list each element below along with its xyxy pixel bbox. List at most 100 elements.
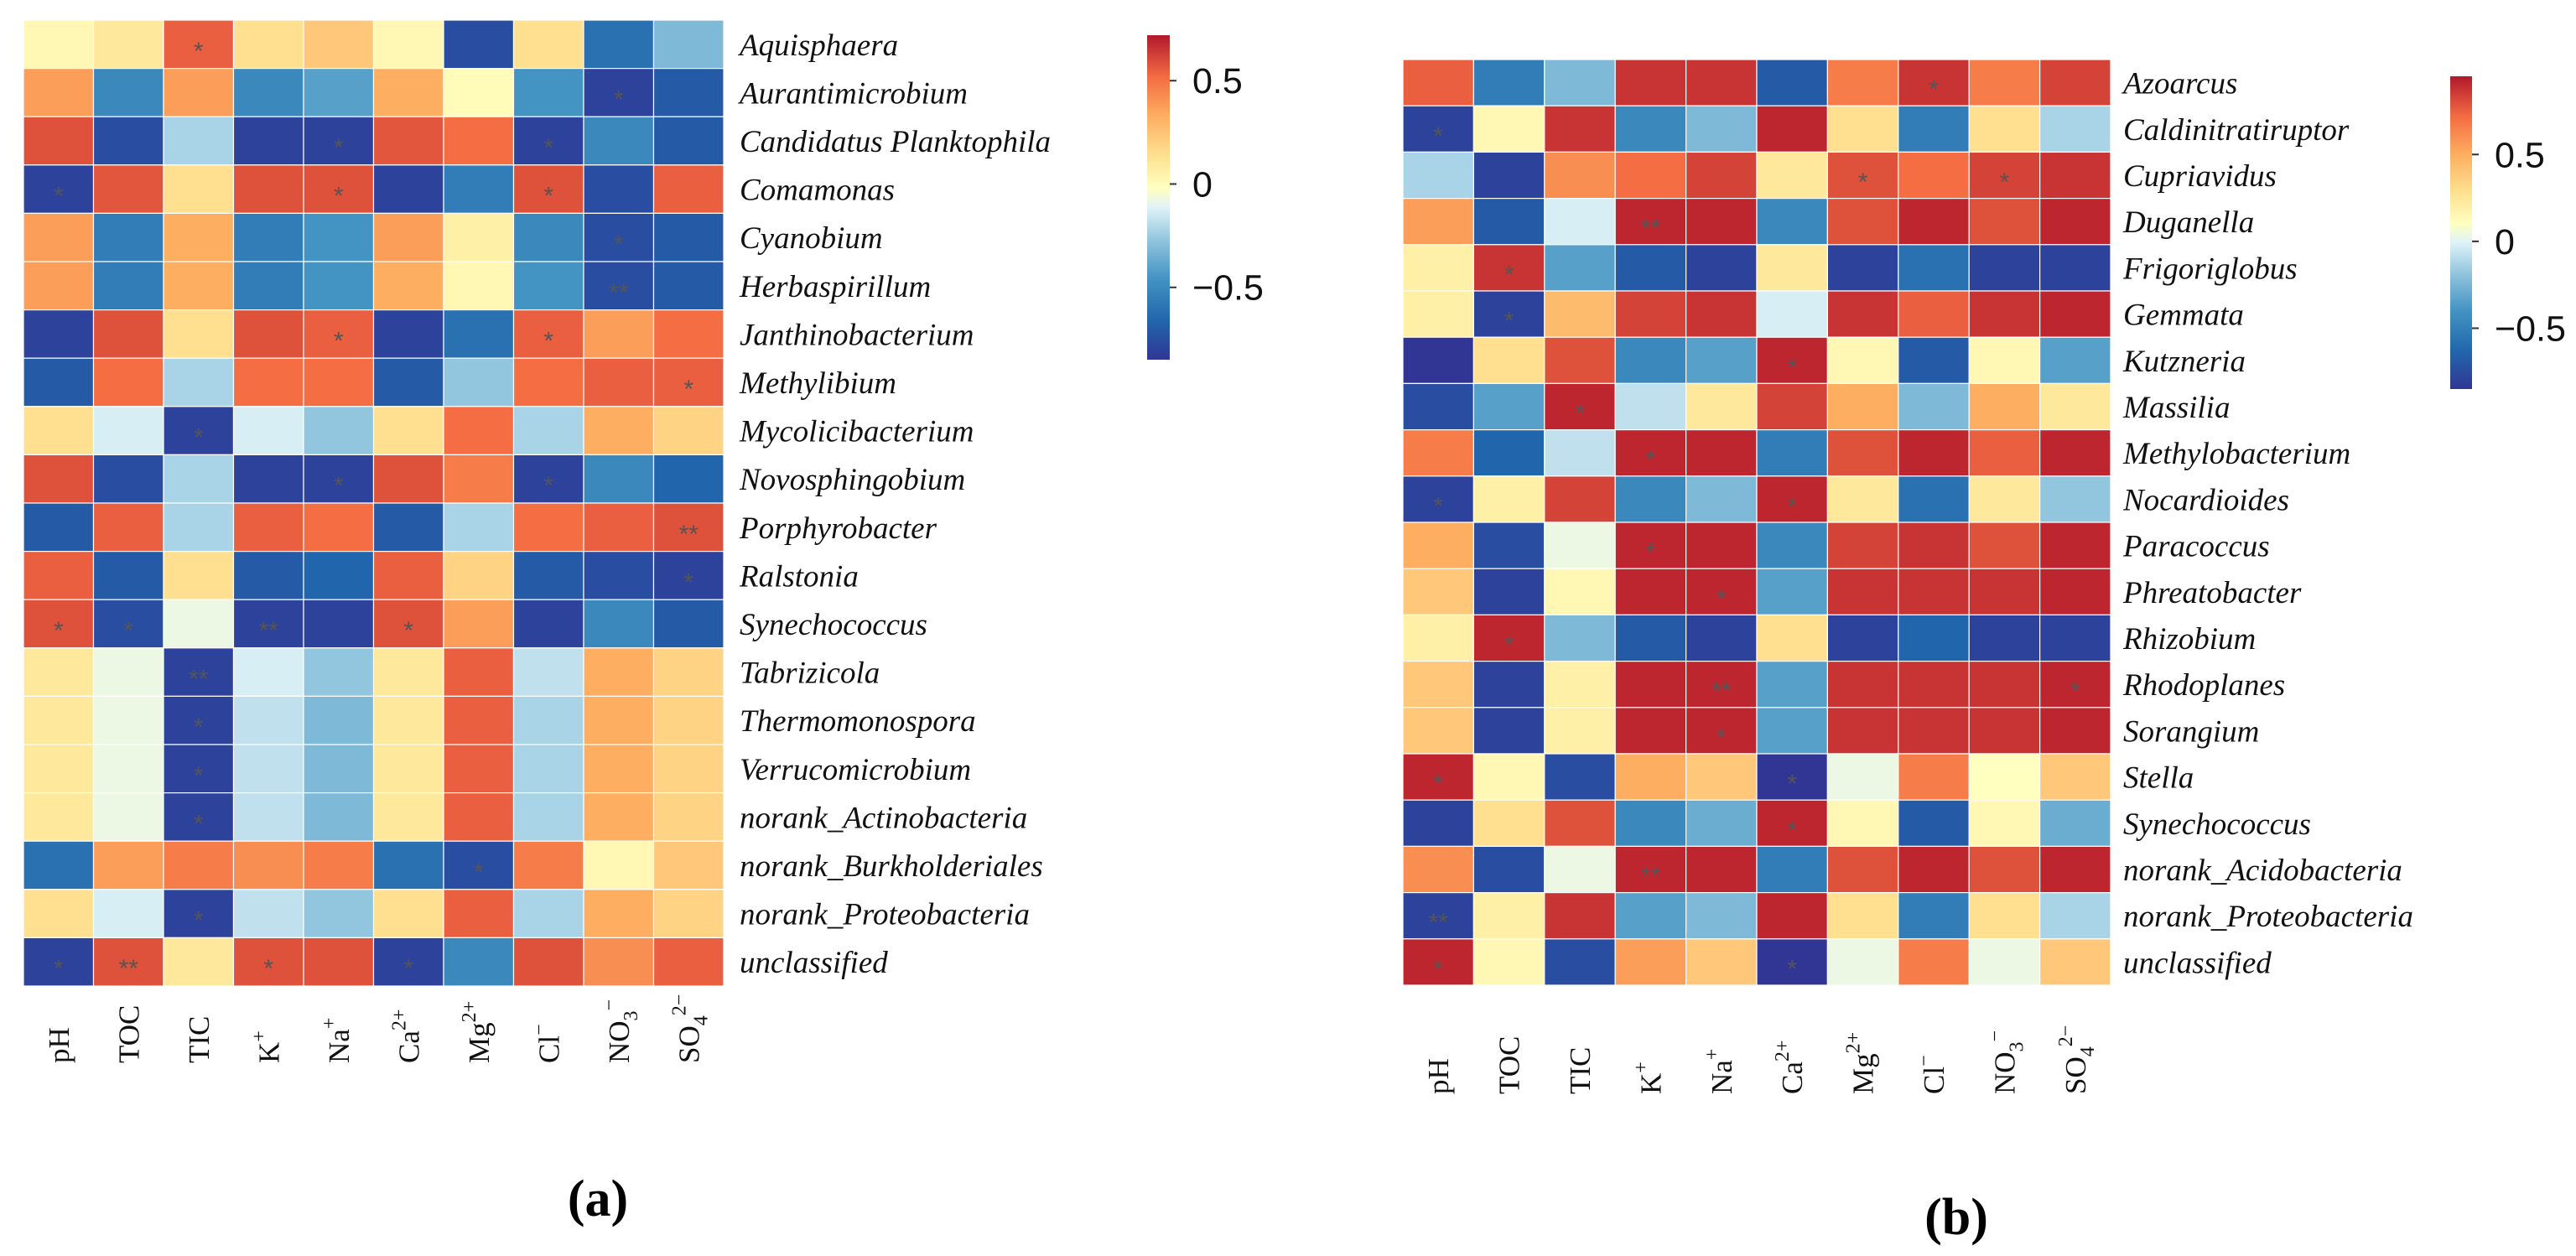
heatmap-cell [163, 840, 235, 890]
heatmap-cell [1898, 891, 1970, 940]
heatmap-cell [1614, 336, 1687, 385]
heatmap-cell [1968, 568, 2041, 616]
significance-mark: * [334, 183, 344, 210]
heatmap-cell [652, 744, 724, 794]
significance-mark: ** [609, 279, 629, 307]
heatmap-cell [1685, 382, 1758, 431]
heatmap-cell [1685, 753, 1758, 801]
column-label-base: TIC [183, 1016, 216, 1063]
heatmap-cell [1756, 799, 1829, 848]
heatmap-cell [1402, 336, 1475, 385]
heatmap-cell [1968, 753, 2041, 801]
heatmap-cell [2039, 799, 2111, 848]
heatmap-cell [1898, 198, 1970, 246]
column-label: Mg2+ [459, 1001, 496, 1063]
heatmap-cell [1472, 799, 1545, 848]
heatmap-cell [652, 889, 724, 939]
heatmap-cell [1756, 428, 1829, 477]
heatmap-cell [1685, 428, 1758, 477]
row-label: Cupriavidus [2123, 159, 2277, 194]
column-label: TOC [112, 1005, 145, 1063]
heatmap-cell [1968, 891, 2041, 940]
heatmap-cell [583, 550, 655, 600]
heatmap-cell [23, 744, 95, 794]
significance-mark: * [1433, 771, 1443, 798]
column-label-sup: + [319, 1018, 340, 1030]
significance-mark: * [123, 617, 133, 645]
heatmap-cell [1614, 522, 1687, 569]
significance-mark: * [614, 231, 624, 258]
heatmap-cell [1756, 290, 1829, 338]
significance-mark: ** [1711, 677, 1732, 705]
heatmap-cell [232, 357, 304, 407]
heatmap-cell [92, 164, 164, 215]
heatmap-cell [512, 791, 584, 842]
heatmap-cell [1685, 475, 1758, 523]
heatmap-cell [232, 791, 304, 842]
heatmap-cell [372, 406, 444, 455]
significance-mark: * [1504, 261, 1514, 288]
row-label: unclassified [740, 946, 888, 980]
colorbar [2450, 76, 2472, 389]
heatmap-cell [2039, 614, 2111, 662]
heatmap-cell [443, 357, 515, 407]
heatmap-cell [303, 840, 375, 890]
heatmap-cell [163, 502, 235, 553]
heatmap-cell [583, 406, 655, 455]
heatmap-cell [1685, 799, 1758, 848]
heatmap-cell [1968, 522, 2041, 569]
heatmap-cell [92, 19, 164, 70]
heatmap-cell [1472, 382, 1545, 431]
heatmap-cell [1472, 428, 1545, 477]
column-label-sup: − [528, 1024, 550, 1035]
heatmap-cell [163, 889, 235, 939]
significance-mark: * [1646, 539, 1656, 567]
significance-mark: * [614, 86, 624, 113]
heatmap-cell [92, 261, 164, 311]
heatmap-cell [92, 791, 164, 842]
row-label: Synechococcus [740, 608, 927, 642]
heatmap-cell [443, 937, 515, 987]
heatmap-cell [303, 937, 375, 987]
column-label-base: K [1634, 1073, 1667, 1094]
heatmap-cell [652, 550, 724, 600]
significance-mark: * [2070, 677, 2080, 705]
heatmap-cell [512, 937, 584, 987]
heatmap-cell [583, 454, 655, 504]
heatmap-panel-a: *** ** * ***** **** ***** * ** ********* ** * *Aqui… [23, 19, 1264, 1227]
row-label: norank_Actinobacteria [740, 801, 1027, 835]
heatmap-cell [1826, 244, 1899, 292]
heatmap-cell [1472, 290, 1545, 338]
heatmap-cell [1826, 105, 1899, 153]
heatmap-cell [1685, 891, 1758, 940]
row-label: Phreatobacter [2122, 576, 2302, 610]
heatmap-cell [1402, 522, 1475, 569]
significance-mark: ** [1641, 863, 1661, 890]
heatmap-cell [163, 791, 235, 842]
heatmap-cell [372, 937, 444, 987]
heatmap-cell [1756, 568, 1829, 616]
heatmap-cell [1472, 707, 1545, 755]
heatmap-cell [443, 647, 515, 697]
heatmap-cell [512, 67, 584, 117]
column-label-sup: 2+ [1843, 1032, 1865, 1054]
heatmap-cell [583, 840, 655, 890]
heatmap-cell [92, 889, 164, 939]
panel-label: (a) [568, 1170, 628, 1227]
colorbar-tick-label: 0.5 [1192, 61, 1243, 101]
heatmap-cell [163, 454, 235, 504]
heatmap-cell [652, 116, 724, 166]
heatmap-cell [303, 164, 375, 215]
row-label: Janthinobacterium [740, 318, 974, 352]
heatmap-cell [443, 744, 515, 794]
column-label-base: Mg [463, 1022, 496, 1063]
heatmap-cell [1402, 382, 1475, 431]
heatmap-cell [443, 502, 515, 553]
heatmap-cell [2039, 753, 2111, 801]
heatmap-cell [1544, 290, 1616, 338]
heatmap-cell [1898, 660, 1970, 708]
heatmap-cell [1685, 845, 1758, 894]
heatmap-cell [232, 164, 304, 215]
heatmap-cell [303, 502, 375, 553]
